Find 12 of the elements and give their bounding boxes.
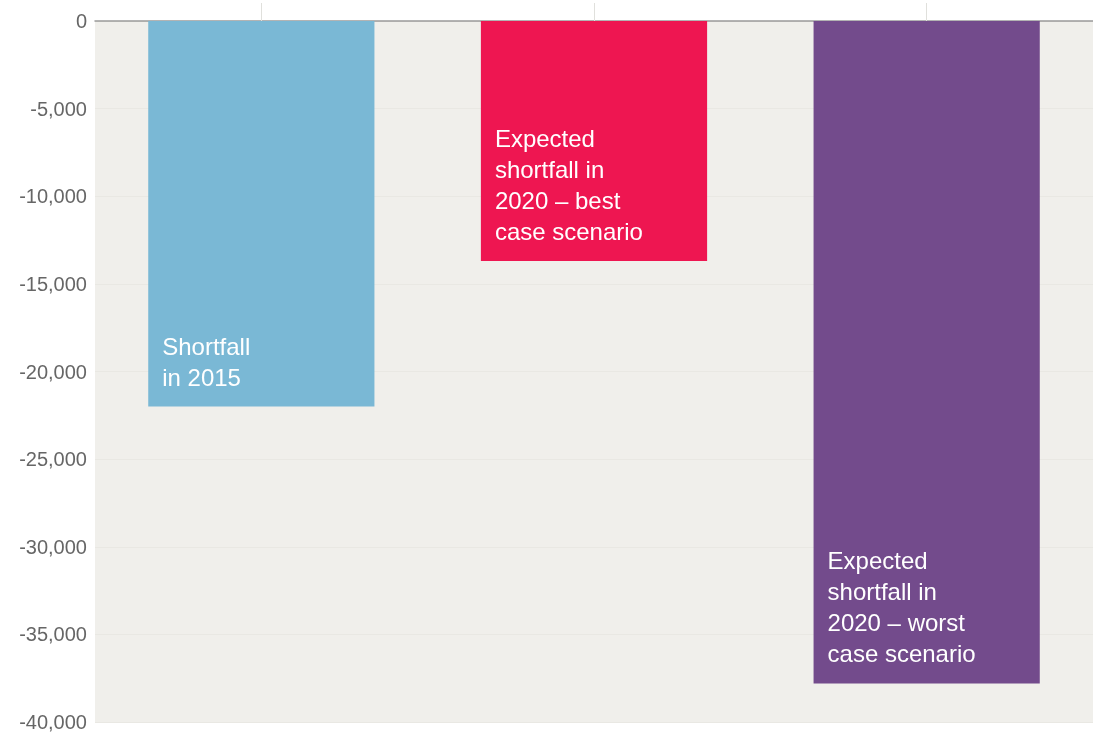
x-tick-label: Shortfall in 2015 [162,332,251,391]
y-tick-label: -35,000 [19,623,87,646]
y-tick-label: -20,000 [19,360,87,383]
y-tick-label: -30,000 [19,535,87,558]
y-tick-label: -25,000 [19,448,87,471]
y-tick-label: -40,000 [19,711,87,733]
y-tick-label: 0 [75,10,87,32]
y-tick-label: -5,000 [30,97,87,120]
y-tick-label: -10,000 [19,185,87,208]
x-tick-label: Expected shortfall in 2020 – best case scenario [494,125,643,246]
y-tick-label: -15,000 [19,272,87,295]
x-tick-label: Expected shortfall in 2020 – worst case scenario [827,547,976,668]
